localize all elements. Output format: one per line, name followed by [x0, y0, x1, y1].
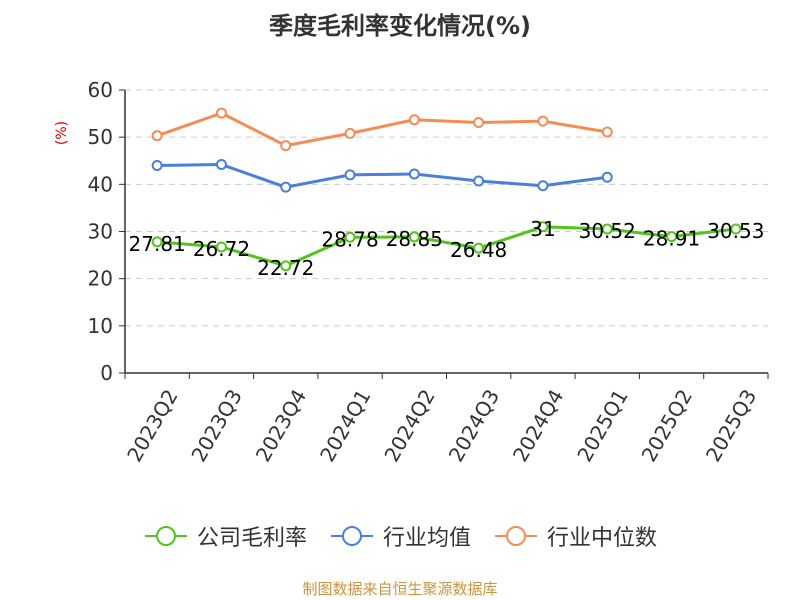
data-point	[151, 159, 163, 171]
data-label: 30.53	[707, 219, 764, 243]
legend-marker-green-icon	[144, 526, 187, 546]
legend-item-industry-median[interactable]: 行业中位数	[493, 520, 657, 552]
data-point	[601, 126, 613, 138]
series-line-1	[157, 163, 608, 189]
chart-title: 季度毛利率变化情况(%)	[269, 12, 531, 40]
source-note: 制图数据来自恒生聚源数据库	[302, 580, 498, 598]
data-label: 30.52	[579, 219, 636, 243]
x-tick-label: 2023Q3	[186, 385, 246, 466]
data-point	[151, 130, 163, 142]
data-label: 26.48	[450, 238, 507, 262]
y-tick-label: 60	[88, 78, 113, 102]
data-point	[344, 231, 356, 243]
data-point	[601, 171, 613, 183]
x-tick-label: 2025Q3	[701, 385, 761, 466]
x-tick-label: 2024Q3	[444, 385, 504, 466]
legend-item-industry-mean[interactable]: 行业均值	[329, 520, 471, 552]
x-tick-label: 2023Q4	[251, 385, 311, 466]
y-tick-label: 10	[88, 314, 113, 338]
series-line-2	[156, 111, 608, 148]
data-point	[601, 223, 613, 235]
data-point	[215, 107, 227, 119]
data-label: 26.72	[193, 237, 250, 261]
data-point	[215, 241, 227, 253]
data-point	[730, 223, 742, 235]
legend-marker-blue-icon	[330, 526, 373, 546]
data-label: 22.72	[257, 256, 314, 280]
data-label: 27.81	[129, 232, 186, 256]
legend-label-company: 公司毛利率	[196, 526, 307, 551]
x-tick-label: 2025Q1	[572, 385, 632, 466]
legend-label-industry-median: 行业中位数	[547, 526, 658, 551]
series-line-0	[157, 225, 737, 268]
data-point	[215, 159, 227, 171]
data-point	[537, 221, 549, 233]
data-point	[280, 140, 292, 152]
data-point	[537, 180, 549, 192]
x-tick-label: 2023Q2	[122, 385, 182, 466]
data-point	[408, 114, 420, 126]
x-tick-label: 2024Q2	[379, 385, 439, 466]
legend-item-company[interactable]: 公司毛利率	[143, 520, 307, 552]
legend-marker-orange-icon	[495, 526, 537, 546]
legend-label-industry-mean: 行业均值	[382, 526, 471, 551]
y-tick-label: 30	[88, 220, 113, 244]
x-tick-label: 2025Q2	[637, 385, 697, 466]
data-point	[280, 260, 292, 272]
data-point	[344, 127, 356, 139]
data-label: 28.91	[643, 227, 700, 251]
y-tick-label: 20	[88, 267, 113, 291]
x-tick-label: 2024Q4	[508, 385, 568, 466]
data-point	[408, 168, 420, 180]
data-label: 28.78	[321, 227, 378, 251]
data-point	[666, 231, 678, 243]
legend: 公司毛利率 行业均值 行业中位数	[0, 520, 800, 552]
data-point	[344, 169, 356, 181]
y-tick-label: 0	[100, 361, 113, 385]
data-point	[151, 236, 163, 248]
y-tick-label: 50	[88, 125, 113, 149]
data-point	[537, 115, 549, 127]
data-point	[473, 117, 485, 129]
y-tick-label: 40	[88, 172, 113, 196]
data-point	[408, 231, 420, 243]
data-label: 28.85	[386, 227, 443, 251]
x-tick-label: 2024Q1	[315, 385, 375, 466]
data-point	[280, 181, 292, 193]
data-point	[473, 175, 485, 187]
data-label: 31	[530, 217, 555, 241]
data-point	[473, 242, 485, 254]
